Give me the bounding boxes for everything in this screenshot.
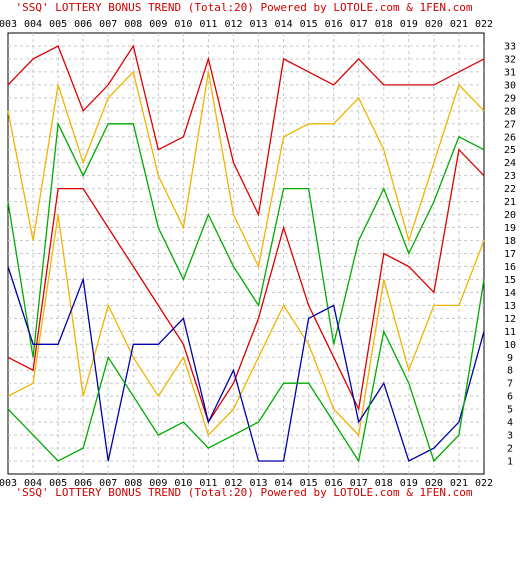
x-tick-label: 011 (199, 19, 217, 30)
y-tick-label: 23 (504, 171, 516, 182)
x-tick-label: 020 (425, 478, 443, 489)
series-line (7, 44, 485, 217)
x-tick-label: 005 (49, 19, 67, 30)
x-tick-label: 013 (249, 19, 267, 30)
y-tick-label: 28 (504, 106, 516, 117)
x-tick-label: 008 (124, 478, 142, 489)
x-tick-label: 014 (275, 19, 293, 30)
x-tick-label: 015 (300, 19, 318, 30)
y-tick-label: 14 (504, 288, 516, 299)
y-tick-label: 18 (504, 236, 516, 247)
y-tick-label: 6 (507, 392, 513, 403)
grid (7, 32, 485, 475)
y-tick-label: 15 (504, 275, 516, 286)
series-line (7, 279, 485, 463)
x-tick-label: 003 (0, 19, 17, 30)
x-tick-label: 021 (450, 19, 468, 30)
x-tick-label: 019 (400, 19, 418, 30)
y-tick-label: 24 (504, 158, 516, 169)
x-tick-label: 006 (74, 478, 92, 489)
x-tick-label: 007 (99, 19, 117, 30)
series-lines (7, 44, 485, 463)
series-line (7, 148, 485, 424)
x-tick-label: 020 (425, 19, 443, 30)
y-tick-label: 32 (504, 54, 516, 65)
y-tick-label: 19 (504, 223, 516, 234)
x-tick-label: 014 (275, 478, 293, 489)
series-line (7, 70, 485, 269)
x-tick-label: 012 (224, 19, 242, 30)
series-line (7, 214, 485, 437)
y-tick-label: 8 (507, 366, 513, 377)
x-tick-label: 016 (325, 19, 343, 30)
y-tick-label: 16 (504, 262, 516, 273)
y-tick-label: 33 (504, 41, 516, 52)
y-tick-label: 7 (507, 379, 513, 390)
y-tick-label: 31 (504, 67, 516, 78)
y-tick-label: 10 (504, 340, 516, 351)
x-tick-label: 008 (124, 19, 142, 30)
x-tick-label: 017 (350, 19, 368, 30)
y-tick-label: 25 (504, 145, 516, 156)
x-tick-label: 003 (0, 478, 17, 489)
x-tick-label: 004 (24, 19, 42, 30)
x-tick-label: 010 (174, 19, 192, 30)
y-tick-label: 2 (507, 444, 513, 455)
y-tick-label: 22 (504, 184, 516, 195)
y-tick-label: 5 (507, 405, 513, 416)
y-tick-label: 12 (504, 314, 516, 325)
x-tick-label: 004 (24, 478, 42, 489)
x-tick-label: 006 (74, 19, 92, 30)
y-tick-label: 1 (507, 457, 513, 468)
x-tick-label: 022 (475, 19, 493, 30)
y-tick-label: 30 (504, 80, 516, 91)
y-tick-label: 26 (504, 132, 516, 143)
x-axis-top: 003 004 005 006 007 008 009 010 011 012 013 014 015 0… (0, 19, 493, 30)
x-tick-label: 018 (375, 19, 393, 30)
x-tick-label: 007 (99, 478, 117, 489)
series-line (7, 121, 485, 358)
y-axis-right: 1234567891011121314151617181920212223242… (504, 41, 516, 467)
x-tick-label: 015 (300, 478, 318, 489)
chart-footer: 'SSQ' LOTTERY BONUS TREND (Total:20) Pow… (16, 486, 473, 499)
chart-title: 'SSQ' LOTTERY BONUS TREND (Total:20) Pow… (16, 1, 473, 14)
x-tick-label: 017 (350, 478, 368, 489)
x-tick-label: 022 (475, 478, 493, 489)
x-tick-label: 018 (375, 478, 393, 489)
x-tick-label: 013 (249, 478, 267, 489)
y-tick-label: 3 (507, 431, 513, 442)
x-tick-label: 019 (400, 478, 418, 489)
x-tick-label: 005 (49, 478, 67, 489)
y-tick-label: 29 (504, 93, 516, 104)
x-tick-label: 016 (325, 478, 343, 489)
x-tick-label: 012 (224, 478, 242, 489)
y-tick-label: 20 (504, 210, 516, 221)
y-tick-label: 4 (507, 418, 513, 429)
y-tick-label: 9 (507, 353, 513, 364)
x-tick-label: 010 (174, 478, 192, 489)
x-tick-label: 009 (149, 478, 167, 489)
y-tick-label: 21 (504, 197, 516, 208)
x-tick-label: 021 (450, 478, 468, 489)
x-axis-bottom: 003 004 005 006 007 008 009 010 011 012 013 014 015 0… (0, 478, 493, 489)
x-tick-label: 009 (149, 19, 167, 30)
y-tick-label: 13 (504, 301, 516, 312)
y-tick-label: 27 (504, 119, 516, 130)
y-tick-label: 17 (504, 249, 516, 260)
x-tick-label: 011 (199, 478, 217, 489)
series-line (7, 266, 485, 462)
y-tick-label: 11 (504, 327, 516, 338)
